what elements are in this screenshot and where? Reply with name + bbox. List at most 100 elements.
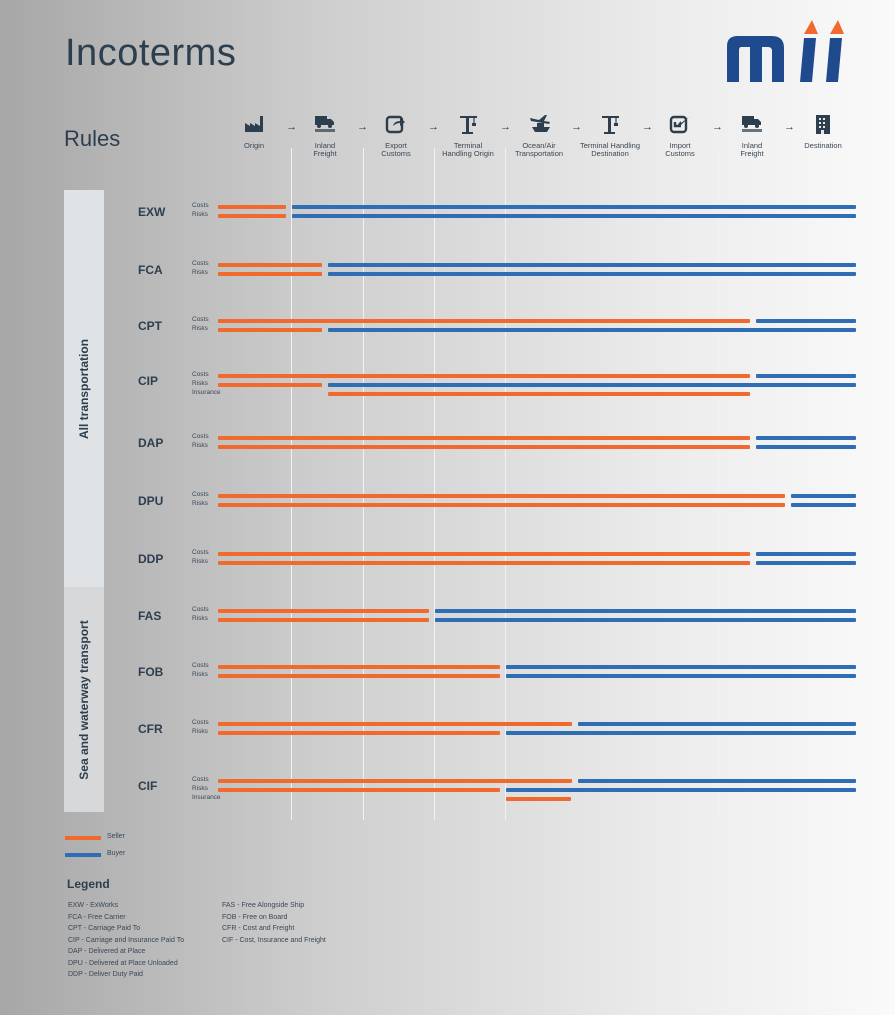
risks-label: Risks	[192, 785, 208, 792]
stage-arrow-icon: →	[428, 121, 439, 133]
stage-arrow-icon: →	[500, 121, 511, 133]
buyer-key-swatch	[65, 853, 101, 857]
costs-label: Costs	[192, 491, 209, 498]
stage-label: Import Customs	[665, 141, 695, 158]
stage-arrow-icon: →	[357, 121, 368, 133]
costs-buyer-bar	[327, 263, 856, 267]
costs-seller-bar	[218, 205, 287, 209]
stage-label: Export Customs	[381, 141, 411, 158]
truck-icon	[315, 116, 335, 132]
risks-label: Risks	[192, 728, 208, 735]
legend-item: CFR - Cost and Freight	[222, 925, 295, 932]
group-all-transportation: All transportation	[64, 190, 104, 587]
group-sea-transport: Sea and waterway transport	[64, 587, 104, 812]
costs-buyer-bar	[506, 665, 856, 669]
costs-seller-bar	[218, 779, 572, 783]
legend-item: FOB - Free on Board	[222, 913, 288, 921]
stage-arrow-icon: →	[642, 121, 653, 133]
stage-6: Terminal Handling Destination	[570, 112, 650, 158]
legend-item: DAP - Delivered at Place	[68, 948, 146, 955]
truck-icon	[742, 116, 762, 132]
stage-divider	[362, 148, 364, 820]
risks-label: Risks	[192, 211, 208, 218]
costs-seller-bar	[218, 319, 750, 323]
risks-buyer-bar	[791, 503, 856, 507]
stage-divider	[291, 148, 293, 820]
costs-label: Costs	[192, 371, 209, 378]
risks-label: Risks	[192, 500, 208, 507]
stage-divider	[505, 148, 507, 820]
risks-seller-bar	[218, 214, 287, 218]
stage-divider	[433, 148, 435, 820]
incoterm-code: CPT	[138, 319, 162, 333]
group-label: All transportation	[77, 338, 91, 439]
costs-buyer-bar	[577, 779, 856, 783]
stage-arrow-icon: →	[571, 121, 582, 133]
seller-key-label: Seller	[107, 833, 125, 840]
risks-buyer-bar	[327, 272, 856, 276]
stage-5: Ocean/Air Transportation	[499, 112, 579, 158]
risks-buyer-bar	[327, 328, 856, 332]
page-subtitle: Rules	[64, 126, 121, 151]
incoterm-code: FCA	[138, 263, 163, 277]
stage-arrow-icon: →	[784, 121, 795, 133]
risks-label: Risks	[192, 558, 208, 565]
stage-1: Origin	[214, 112, 294, 150]
risks-label: Risks	[192, 325, 208, 332]
risks-label: Risks	[192, 269, 208, 276]
incoterm-code: FAS	[138, 609, 162, 623]
insurance-seller-bar	[327, 392, 750, 396]
stage-arrow-icon: →	[712, 121, 723, 133]
stage-divider	[790, 148, 792, 820]
incoterm-code: CFR	[138, 722, 163, 736]
costs-buyer-bar	[577, 722, 856, 726]
stage-label: Terminal Handling Origin	[442, 141, 494, 158]
costs-buyer-bar	[755, 374, 856, 378]
crane-icon	[602, 116, 619, 134]
risks-seller-bar	[218, 618, 429, 622]
risks-seller-bar	[218, 561, 750, 565]
costs-seller-bar	[218, 665, 501, 669]
costs-label: Costs	[192, 662, 209, 669]
costs-label: Costs	[192, 316, 209, 323]
legend-item: FAS - Free Alongside Ship	[222, 902, 305, 909]
risks-seller-bar	[218, 445, 750, 449]
incoterm-code: EXW	[138, 205, 166, 219]
stage-label: Terminal Handling Destination	[579, 141, 641, 158]
risks-buyer-bar	[506, 731, 856, 735]
buyer-key-label: Buyer	[107, 850, 126, 857]
mii-logo	[727, 20, 844, 82]
risks-seller-bar	[218, 788, 501, 792]
costs-seller-bar	[218, 609, 429, 613]
legend-item: CPT - Carriage Paid To	[68, 925, 141, 932]
risks-seller-bar	[218, 383, 322, 387]
incoterm-code: CIP	[138, 374, 159, 388]
costs-label: Costs	[192, 776, 209, 783]
stage-2: Inland Freight	[285, 112, 365, 158]
export-icon	[385, 115, 405, 134]
crane-icon	[460, 116, 477, 134]
costs-label: Costs	[192, 260, 209, 267]
costs-seller-bar	[218, 436, 750, 440]
insurance-label: Insurance	[192, 389, 221, 396]
legend-item: DDP - Deliver Duty Paid	[68, 971, 143, 978]
costs-seller-bar	[218, 263, 322, 267]
stage-label: Origin	[243, 141, 264, 150]
costs-buyer-bar	[434, 609, 856, 613]
costs-label: Costs	[192, 606, 209, 613]
stage-arrow-icon: →	[286, 121, 297, 133]
costs-seller-bar	[218, 722, 572, 726]
stage-4: Terminal Handling Origin	[428, 112, 508, 158]
legend-item: DPU - Delivered at Place Unloaded	[68, 959, 178, 967]
risks-seller-bar	[218, 503, 786, 507]
risks-buyer-bar	[506, 674, 856, 678]
risks-label: Risks	[192, 380, 208, 387]
legend-item: CIP - Carriage and Insurance Paid To	[68, 936, 185, 944]
costs-buyer-bar	[292, 205, 856, 209]
costs-label: Costs	[192, 433, 209, 440]
stage-8: Inland Freight	[712, 112, 792, 158]
risks-buyer-bar	[755, 561, 856, 565]
risks-label: Risks	[192, 442, 208, 449]
import-icon	[669, 115, 689, 134]
stage-divider	[719, 148, 721, 820]
